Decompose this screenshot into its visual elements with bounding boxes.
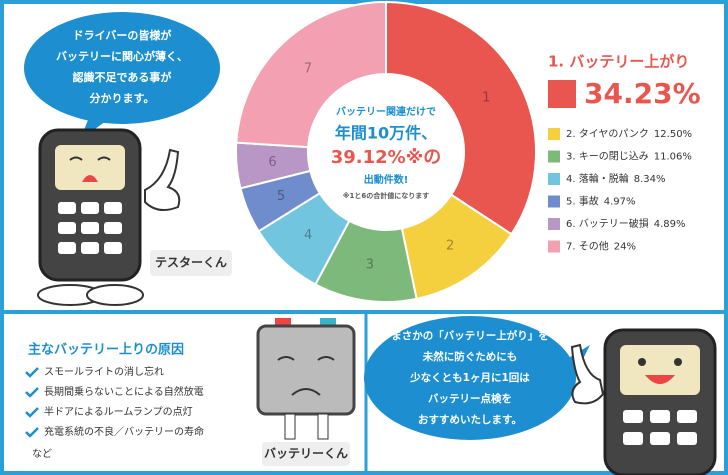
legend-swatch xyxy=(548,195,560,208)
bubble-line: まさかの「バッテリー上がり」を xyxy=(391,329,549,342)
legend-value: 11.06% xyxy=(654,152,692,163)
segment-label: 2 xyxy=(446,239,454,254)
name-plate xyxy=(150,250,232,276)
legend-label: 5. 事故 xyxy=(566,195,599,208)
center-line: ※1と6の合計値になります xyxy=(343,191,430,200)
legend-label: 4. 落輪・脱輪 xyxy=(566,172,629,185)
speech-bubble xyxy=(364,316,576,440)
segment-label: 6 xyxy=(268,155,276,170)
legend-label: 7. その他 xyxy=(566,240,609,253)
bubble-line: バッテリーに関心が薄く、 xyxy=(56,49,188,63)
cause-item: スモールライトの消し忘れ xyxy=(44,365,164,378)
legend-swatch xyxy=(548,150,560,163)
bubble-line: 未然に防ぐためにも xyxy=(422,350,518,363)
character-name: テスターくん xyxy=(155,256,227,270)
legend-value: 24% xyxy=(614,242,636,253)
causes-note: など xyxy=(32,448,52,460)
check-icon xyxy=(25,407,39,418)
segment-label: 5 xyxy=(277,189,285,204)
legend-swatch xyxy=(548,218,560,230)
donut-segment xyxy=(385,0,537,236)
bubble-line: バッテリー点検を xyxy=(428,392,512,405)
center-line: 出動件数! xyxy=(364,173,409,186)
segment-label: 3 xyxy=(366,257,374,272)
legend-label: 3. キーの閉じ込み xyxy=(566,151,649,163)
legend-value: 34.23% xyxy=(584,77,701,110)
tester-character xyxy=(37,128,181,306)
segment-label: 4 xyxy=(304,228,312,243)
center-line: 年間10万件、 xyxy=(335,124,437,143)
legend-value: 8.34% xyxy=(634,174,666,185)
cause-item: 長期間乗らないことによる自然放電 xyxy=(44,385,204,398)
legend-label: 1. バッテリー上がり xyxy=(548,53,689,71)
bubble-text: まさかの「バッテリー上がり」を未然に防ぐためにも少なくとも1ヶ月に1回はバッテリ… xyxy=(391,329,549,426)
tester-character xyxy=(570,328,717,475)
legend-swatch xyxy=(548,173,560,185)
legend: 1. バッテリー上がり 34.23% 2. タイヤのパンク 12.50% 3. キーの閉… xyxy=(548,53,701,253)
donut-segment xyxy=(235,0,387,149)
donut-chart: 1 2 3 4 5 6 7 xyxy=(235,0,537,303)
character-name: バッテリーくん xyxy=(264,447,348,461)
legend-value: 4.89% xyxy=(654,219,686,230)
center-line: バッテリー関連だけで xyxy=(336,105,436,118)
legend-swatch xyxy=(548,240,560,253)
bubble-line: 少なくとも1ヶ月に1回は xyxy=(409,371,530,384)
bubble-line: ドライバーの皆様が xyxy=(73,28,172,42)
cause-item: 充電系統の不良／バッテリーの寿命 xyxy=(44,425,204,438)
check-icon xyxy=(25,427,39,438)
legend-value: 12.50% xyxy=(654,129,692,140)
legend-swatch xyxy=(548,128,560,140)
name-plate xyxy=(262,442,350,466)
segment-label: 7 xyxy=(304,61,312,76)
bubble-line: 分かります。 xyxy=(90,91,155,105)
legend-label: 6. バッテリー破損 xyxy=(566,217,649,230)
bubble-line: 認識不足である事が xyxy=(73,70,172,84)
center-line: 39.12%※の xyxy=(331,147,441,168)
check-icon xyxy=(25,367,39,378)
legend-swatch xyxy=(548,80,576,108)
cause-item: 半ドアによるルームランプの点灯 xyxy=(44,405,193,418)
causes-list: スモールライトの消し忘れ長期間乗らないことによる自然放電半ドアによるルームランプ… xyxy=(25,365,204,438)
bubble-line: おすすめいたします。 xyxy=(418,414,522,426)
causes-title: 主なバッテリー上りの原因 xyxy=(28,342,184,358)
battery-character xyxy=(256,318,356,440)
segment-label: 1 xyxy=(482,90,490,105)
speech-bubble xyxy=(24,12,220,124)
legend-label: 2. タイヤのパンク xyxy=(566,128,649,140)
check-icon xyxy=(25,387,39,398)
legend-value: 4.97% xyxy=(604,197,636,208)
